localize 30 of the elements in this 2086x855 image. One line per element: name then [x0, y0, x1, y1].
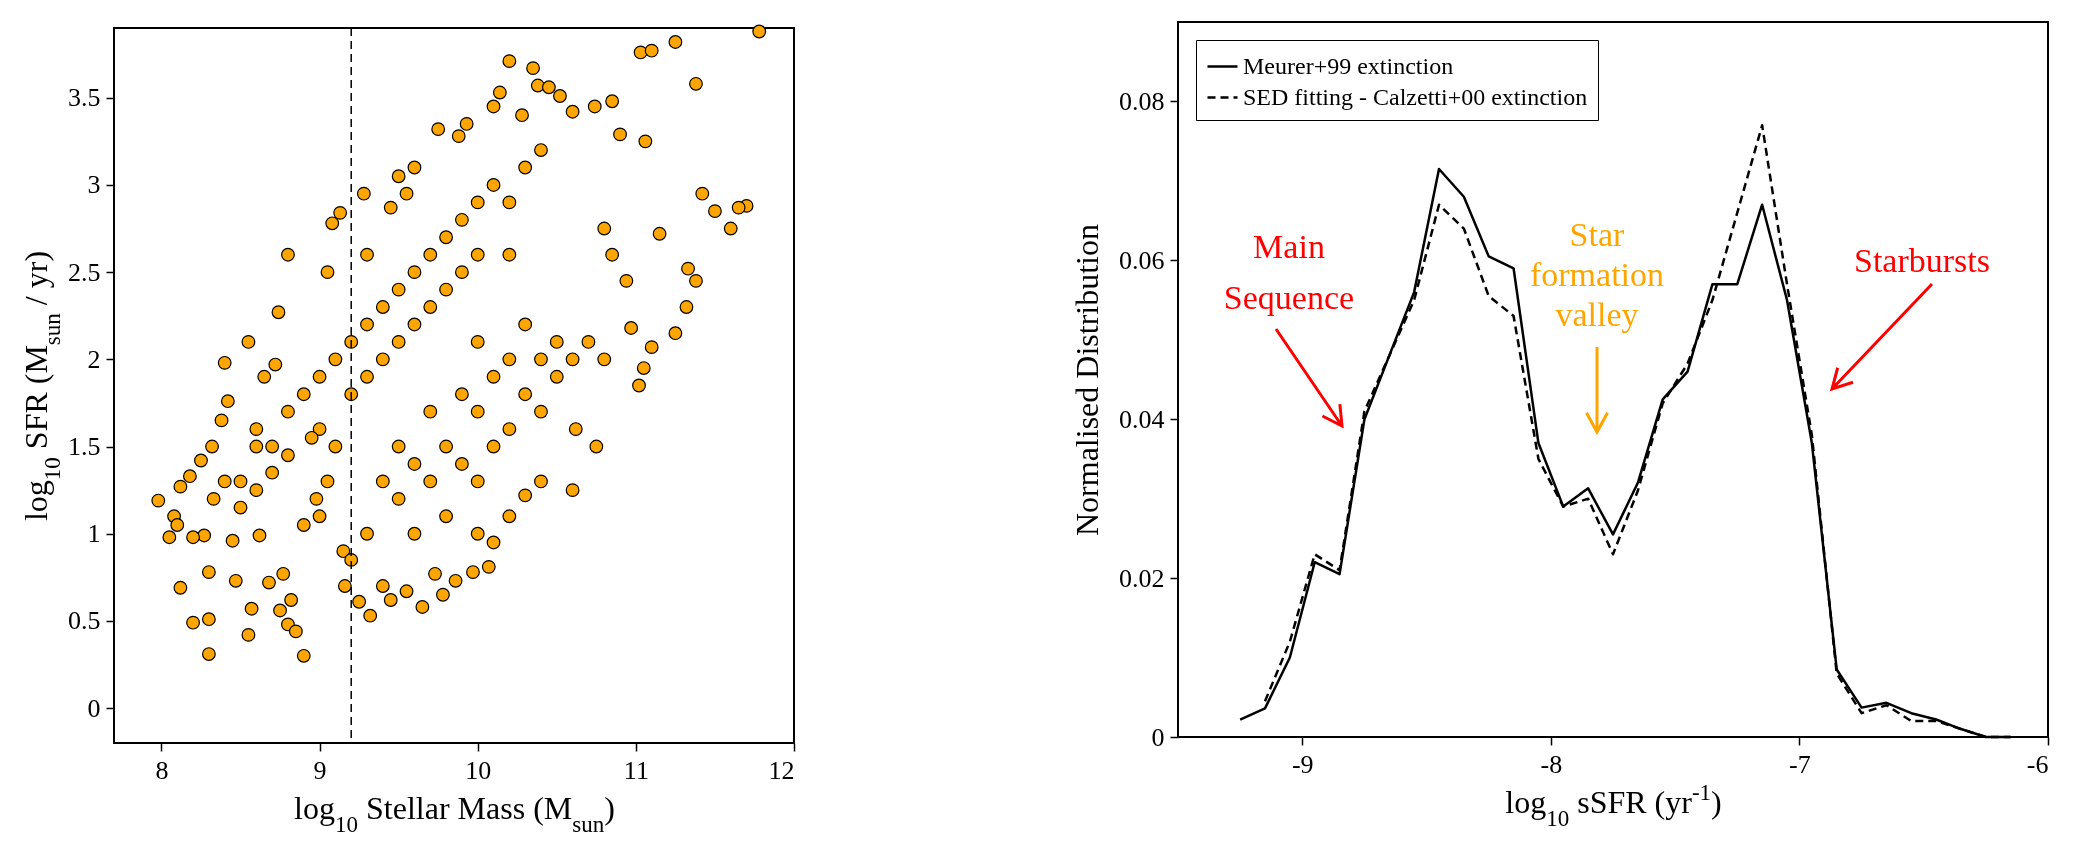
annotation: Star formation valley: [1529, 216, 1665, 333]
legend-label: SED fitting - Calzetti+00 extinction: [1243, 83, 1588, 110]
y-tick-label: 1.5: [68, 432, 101, 462]
y-tick-label: 2: [87, 344, 101, 374]
x-tick-label: 11: [623, 755, 649, 785]
y-tick-label: 0.06: [1119, 245, 1165, 275]
x-tick-label: 12: [768, 755, 795, 785]
x-tick-label: -6: [2026, 749, 2049, 779]
x-tick-label: 8: [155, 755, 169, 785]
x-tick-label: 10: [465, 755, 492, 785]
x-tick-label: -9: [1291, 749, 1314, 779]
y-axis-title: Normalised Distribution: [1069, 224, 1105, 536]
y-tick-label: 3.5: [68, 83, 101, 113]
legend-label: Meurer+99 extinction: [1243, 52, 1454, 79]
x-tick-label: 9: [313, 755, 327, 785]
x-tick-label: -8: [1540, 749, 1563, 779]
x-axis-title: log$_{10}$ sSFR (yr$^{-1}$): [1505, 778, 1722, 831]
annotation: Starbursts: [1854, 242, 1990, 279]
y-tick-label: 0.5: [68, 606, 101, 636]
y-tick-label: 0: [87, 693, 101, 723]
x-axis-title: log$_{10}$ Stellar Mass (M$_{sun}$): [294, 789, 615, 837]
y-tick-label: 3: [87, 170, 101, 200]
y-tick-label: 0.08: [1119, 86, 1165, 116]
y-tick-label: 0: [1151, 722, 1165, 752]
y-tick-label: 2.5: [68, 257, 101, 287]
y-tick-label: 1: [87, 519, 101, 549]
annotation: Main Sequence: [1223, 228, 1355, 316]
y-tick-label: 0.02: [1119, 563, 1165, 593]
y-tick-label: 0.04: [1119, 404, 1165, 434]
x-tick-label: -7: [1789, 749, 1811, 779]
